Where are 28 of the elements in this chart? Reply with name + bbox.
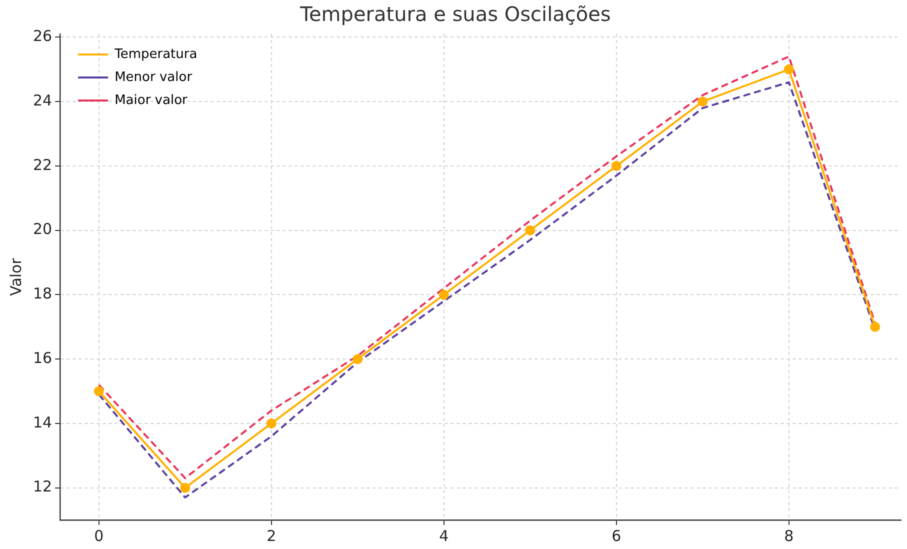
legend-label: Menor valor [114,70,193,85]
x-tick-label: 0 [94,526,104,545]
point [438,290,449,300]
legend-label: Temperatura [114,46,198,62]
x-tick-label: 4 [439,526,449,545]
point [180,482,190,493]
point [698,96,708,107]
x-tick-label: 6 [612,526,622,545]
point [870,322,880,332]
chart-title: Temperatura e suas Oscilações [299,2,611,26]
x-tick-label: 8 [784,526,794,545]
y-tick-label: 16 [32,348,52,367]
point [525,225,536,236]
legend-label: Maior valor [114,92,188,108]
y-tick-label: 14 [32,413,52,432]
point [266,418,276,428]
y-tick-label: 20 [32,220,52,238]
y-tick-label: 12 [32,478,52,496]
point [611,160,622,171]
point [94,386,104,396]
point [352,354,363,364]
y-tick-label: 22 [32,156,52,174]
y-axis-title: Valor [6,257,25,296]
x-tick-label: 2 [266,526,276,545]
y-tick-label: 24 [32,91,52,110]
y-tick-label: 26 [32,27,52,46]
point [784,64,794,74]
y-tick-label: 18 [32,284,52,303]
